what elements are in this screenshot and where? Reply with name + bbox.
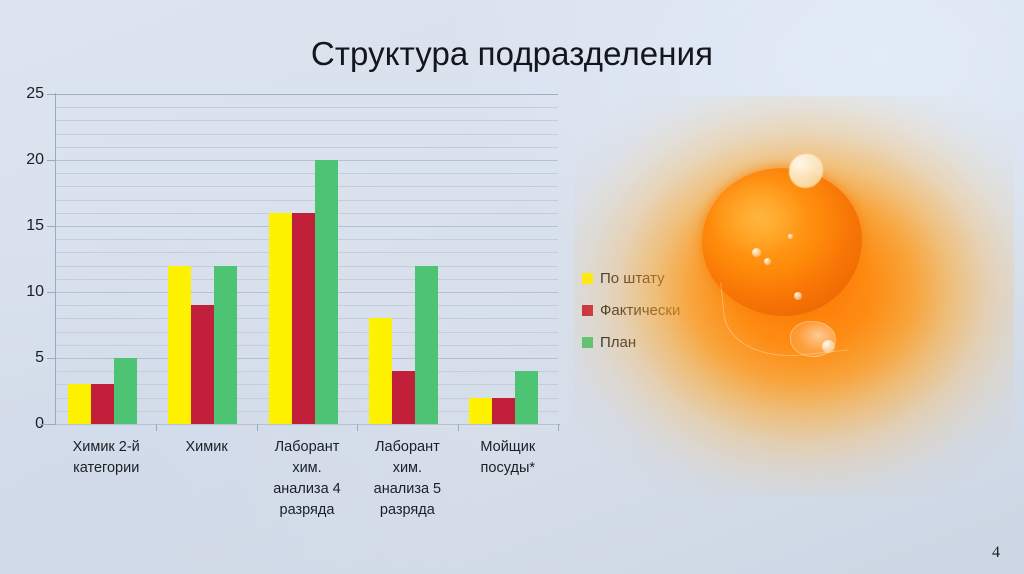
- gridline: [56, 133, 558, 135]
- photo-white-colony: [789, 154, 823, 188]
- photo-bubble-small-c: [788, 234, 793, 239]
- y-axis-tick-label: 20: [26, 151, 44, 168]
- bar: [191, 305, 215, 424]
- y-axis-tick-mark: [47, 292, 56, 293]
- y-axis-labels: 0 5 10 15 20 25: [0, 85, 44, 432]
- y-axis-tick-mark: [47, 226, 56, 227]
- bar: [291, 212, 315, 424]
- page-title: Структура подразделения: [310, 35, 714, 72]
- bar: [515, 371, 539, 424]
- photo-bubble-small-d: [794, 292, 802, 300]
- x-axis-category-divider: [256, 424, 258, 431]
- bar: [214, 265, 238, 424]
- x-axis-category-divider: [558, 424, 559, 431]
- photo-bubble-small-b: [764, 258, 771, 265]
- page-number: 4: [992, 544, 1000, 561]
- bar: [113, 358, 137, 424]
- y-axis-tick-label: 5: [35, 349, 44, 366]
- gridline: [56, 186, 558, 188]
- plot-area: [56, 94, 558, 425]
- bar: [168, 265, 192, 424]
- y-axis-tick-mark: [47, 424, 56, 425]
- x-axis-category-label: Химик: [185, 439, 228, 455]
- gridline: [56, 120, 558, 122]
- x-axis-category-label: Лаборант хим. анализа 4 разряда: [273, 439, 341, 518]
- y-axis-tick-label: 10: [26, 283, 44, 300]
- y-axis-tick-label: 25: [26, 85, 44, 102]
- x-axis-category-divider: [457, 424, 459, 431]
- x-axis-category-label: Мойщик посуды*: [480, 439, 536, 476]
- photo-droplet: [790, 321, 836, 357]
- x-axis-category-divider: [156, 424, 158, 431]
- y-axis-line: [55, 93, 56, 425]
- bar: [90, 384, 114, 424]
- photo-colony-disc: [702, 168, 862, 316]
- x-axis-category-divider: [357, 424, 359, 431]
- y-axis-tick-label: 0: [6, 415, 44, 433]
- gridline: [56, 199, 558, 201]
- bar: [469, 397, 493, 424]
- y-axis-tick-label: 15: [26, 217, 44, 234]
- bar: [492, 397, 516, 424]
- bar: [67, 384, 91, 424]
- gridline: [56, 160, 558, 161]
- x-axis-category-label: Химик 2-й категории: [72, 439, 140, 476]
- bar: [268, 212, 292, 424]
- gridline: [56, 146, 558, 148]
- gridline: [56, 173, 558, 175]
- gridline: [56, 107, 558, 109]
- photo-bubble-small-e: [822, 340, 835, 353]
- x-axis-category-labels: Химик 2-й категории Химик Лаборант хим. анали…: [56, 437, 558, 537]
- gridline: [56, 424, 558, 425]
- bar: [314, 160, 338, 424]
- y-axis-tick-mark: [47, 94, 56, 95]
- y-axis-tick-mark: [47, 160, 56, 161]
- x-axis-category-label: Лаборант хим. анализа 5 разряда: [373, 439, 442, 518]
- microbial-colony-photo: [574, 96, 1014, 496]
- gridline: [56, 94, 558, 95]
- bar: [414, 265, 438, 424]
- photo-bubble-small-a: [752, 248, 761, 257]
- bar: [391, 371, 415, 424]
- bar: [368, 318, 392, 424]
- y-axis-tick-mark: [47, 358, 56, 359]
